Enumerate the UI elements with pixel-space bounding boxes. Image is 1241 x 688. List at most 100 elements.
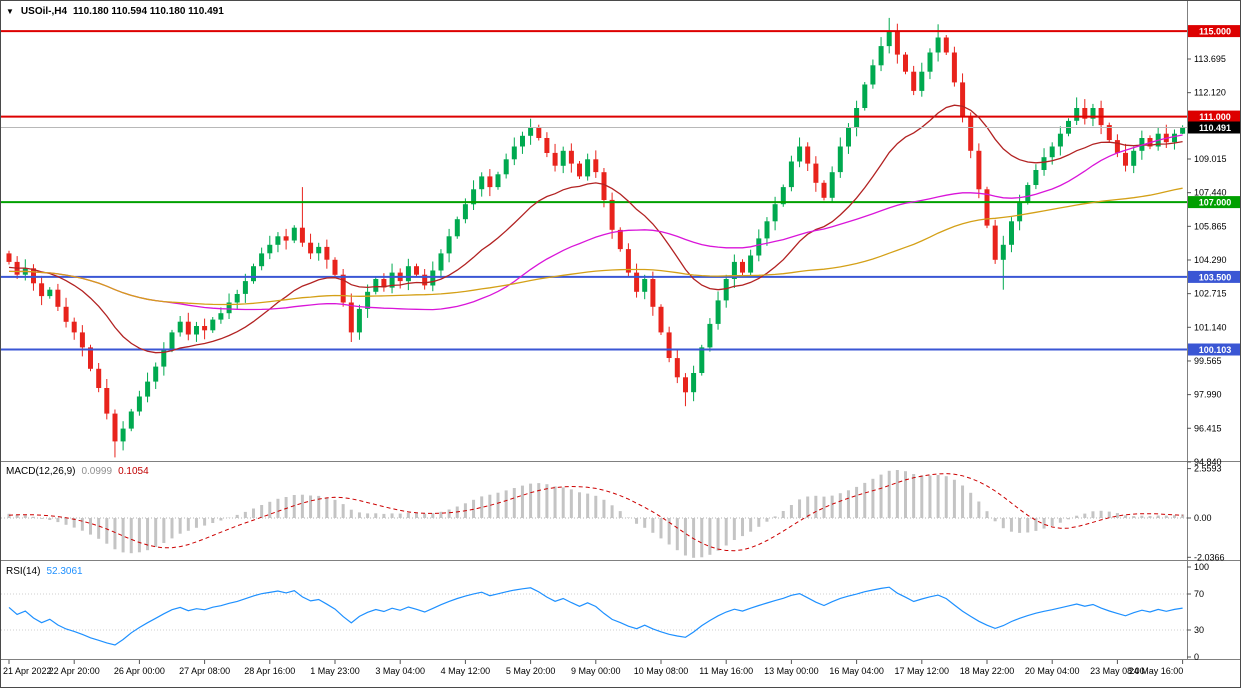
candle-body [805, 146, 811, 164]
x-axis-label: 23 May 08:00 [1090, 666, 1145, 676]
macd-layer [1, 470, 1187, 558]
candle-body [935, 37, 941, 53]
candle-body [259, 253, 265, 267]
candle-body [446, 236, 452, 254]
candle-body [536, 127, 542, 138]
chart-title-bar: ▼ USOil-,H4 110.180 110.594 110.180 110.… [6, 6, 224, 17]
candle-body [911, 71, 917, 91]
candle-body [894, 31, 900, 55]
candle-body [691, 373, 697, 393]
y-axis-label: 99.565 [1194, 356, 1222, 366]
candle-body [495, 174, 501, 188]
candle-body [1009, 221, 1014, 245]
candle-body [601, 172, 607, 200]
macd-indicator-label: MACD(12,26,9) 0.0999 0.1054 [6, 466, 149, 477]
candle-body [218, 313, 224, 320]
candle-body [674, 358, 680, 378]
candle-body [169, 332, 175, 350]
symbol-timeframe-label: USOil-,H4 [20, 6, 68, 17]
candle-body [642, 279, 648, 292]
macd-main-value: 0.0999 [81, 466, 113, 477]
candle-body [283, 236, 289, 241]
candle-body [740, 261, 745, 273]
candle-body [1017, 202, 1023, 222]
candle-body [968, 116, 974, 151]
candle-body [544, 138, 550, 153]
candle-body [47, 289, 53, 297]
candle-body [650, 279, 656, 307]
candle-body [1106, 125, 1112, 141]
candle-body [39, 283, 45, 297]
candle-body [984, 189, 990, 226]
candle-body [951, 52, 957, 83]
moving-average-line [8, 104, 1183, 354]
candle-body [88, 347, 93, 369]
candle-body [568, 150, 574, 164]
candle-body [780, 187, 786, 205]
candle-body [471, 189, 477, 205]
svg-text:103.500: 103.500 [1199, 272, 1232, 282]
candle-body [112, 413, 118, 442]
candle-body [177, 321, 183, 333]
x-axis-label: 21 Apr 2022 [3, 666, 52, 676]
candle-body [153, 366, 159, 382]
candle-body [324, 246, 330, 260]
candle-body [267, 244, 273, 254]
candle-body [1074, 108, 1080, 121]
rsi-line [8, 586, 1183, 646]
candle-body [242, 281, 248, 294]
candle-body [593, 159, 599, 173]
candle-body [511, 146, 517, 160]
candle-body [707, 323, 713, 348]
x-axis-label: 1 May 23:00 [310, 666, 360, 676]
candle-body [1114, 140, 1120, 153]
candle-body [715, 300, 721, 324]
rsi-layer [1, 586, 1187, 646]
candle-body [846, 127, 851, 147]
y-axis-label: 101.140 [1194, 322, 1227, 332]
y-axis-label: 107.440 [1194, 188, 1227, 198]
candle-body [903, 54, 908, 72]
candle-body [487, 176, 493, 188]
candle-body [1090, 108, 1096, 119]
candle-body [251, 266, 256, 282]
candle-body [1180, 127, 1186, 134]
y-axis-label: 113.695 [1194, 54, 1226, 64]
candle-body [71, 321, 77, 333]
price-badge: 111.000 [1188, 110, 1240, 123]
candle-body [609, 199, 615, 230]
candle-body [479, 176, 485, 190]
x-axis-label: 9 May 00:00 [571, 666, 621, 676]
candle-body [373, 279, 379, 292]
candle-body [1172, 133, 1177, 143]
candle-body [356, 308, 362, 333]
macd-axis-label: 2.5593 [1194, 464, 1222, 474]
candle-body [299, 227, 305, 243]
candle-body [96, 368, 102, 388]
macd-name: MACD(12,26,9) [6, 466, 76, 477]
candle-body [683, 377, 688, 393]
macd-axis: 2.5593 0.00 -2.0366 [1187, 464, 1225, 562]
y-axis-label: 94.840 [1194, 457, 1222, 467]
ohlc-values: 110.180 110.594 110.180 110.491 [73, 6, 224, 17]
candle-body [128, 411, 134, 429]
candle-body [870, 65, 876, 85]
price-badge: 100.103 [1188, 343, 1240, 356]
x-axis-label: 17 May 12:00 [895, 666, 950, 676]
svg-text:107.000: 107.000 [1199, 198, 1232, 208]
candle-body [438, 253, 444, 271]
x-axis-label: 16 May 04:00 [829, 666, 884, 676]
symbol-dropdown-icon[interactable]: ▼ [6, 7, 14, 16]
x-axis-label: 11 May 16:00 [699, 666, 753, 676]
candle-body [340, 274, 346, 303]
macd-signal-line [8, 473, 1183, 552]
x-axis-label: 10 May 08:00 [634, 666, 689, 676]
moving-average-line [8, 187, 1183, 306]
candle-body [120, 428, 126, 442]
x-axis-label: 27 Apr 08:00 [179, 666, 230, 676]
candle-body [1049, 146, 1055, 158]
candle-body [332, 259, 338, 275]
